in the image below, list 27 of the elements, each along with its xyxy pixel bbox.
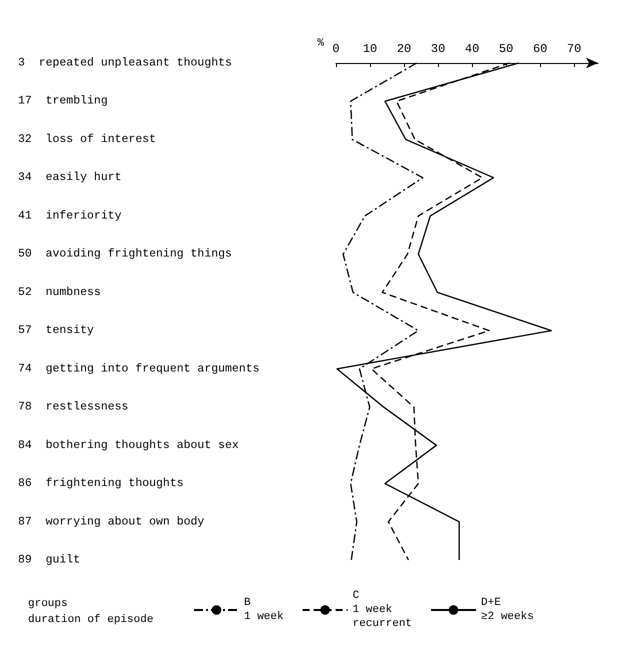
y-tick-label: 17 trembling <box>18 94 108 108</box>
legend-label: C 1 week recurrent <box>352 590 412 630</box>
x-tick-label: 70 <box>566 42 582 56</box>
legend-label: B 1 week <box>244 597 284 623</box>
x-tick-label: 10 <box>362 42 378 56</box>
x-tick-label: 50 <box>498 42 514 56</box>
y-tick-label: 84 bothering thoughts about sex <box>18 438 239 452</box>
y-tick-label: 50 avoiding frightening things <box>18 248 232 261</box>
x-tick-label: 40 <box>464 42 480 56</box>
x-axis-title: % <box>317 38 324 50</box>
legend-label: D+E ≥2 weeks <box>481 597 534 623</box>
y-tick-label: 87 worrying about own body <box>18 515 204 528</box>
x-tick-label: 0 <box>332 42 340 56</box>
y-tick-label: 74 getting into frequent arguments <box>18 362 260 376</box>
x-tick-label: 30 <box>430 42 446 56</box>
y-tick-label: 86 frightening thoughts <box>18 477 184 490</box>
x-tick-label: 20 <box>396 42 412 56</box>
y-tick-label: 78 restlessness <box>18 400 128 414</box>
x-tick-label: 60 <box>532 42 548 56</box>
y-tick-label: 34 easily hurt <box>18 171 122 184</box>
y-tick-label: 52 numbness <box>18 286 101 299</box>
y-tick-label: 89 guilt <box>18 554 80 566</box>
legend-title: groups duration of episode <box>28 598 154 626</box>
y-tick-label: 57 tensity <box>18 324 94 338</box>
y-tick-label: 41 inferiority <box>18 209 122 222</box>
y-tick-label: 3 repeated unpleasant thoughts <box>18 56 232 70</box>
y-tick-label: 32 loss of interest <box>18 132 156 146</box>
